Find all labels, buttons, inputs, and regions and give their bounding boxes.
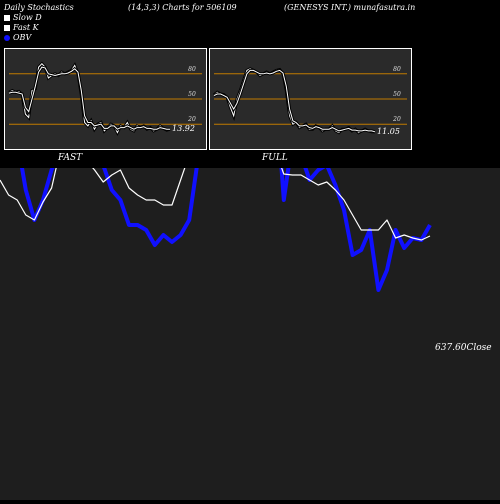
full-panel-title: FULL xyxy=(262,153,288,163)
chart-params: (14,3,3) Charts for 506109 xyxy=(128,3,237,12)
obv-close-svg xyxy=(0,48,432,292)
series-outline-slow-d xyxy=(8,65,170,132)
legend-slow-d: Slow D xyxy=(4,13,42,22)
legend-fast-k: Fast K xyxy=(4,23,39,32)
close-last-value: 637.60Close xyxy=(435,343,492,353)
chart-title: Daily Stochastics xyxy=(4,3,74,12)
legend-fast-k-swatch xyxy=(4,24,10,31)
legend-slow-d-label: Slow D xyxy=(13,13,42,22)
fast-stochastic-svg: 20 50 80 13.92 xyxy=(8,61,202,136)
series-line-slow-d xyxy=(8,66,170,130)
close-last-number: 637.60 xyxy=(435,343,467,353)
full-stochastic-svg: 20 50 80 11.05 xyxy=(213,66,407,136)
legend-obv-swatch xyxy=(4,34,10,41)
chart-company: (GENESYS INT.) munafasutra.in xyxy=(284,3,416,12)
level-label-20: 20 xyxy=(392,116,401,123)
legend-obv: OBV xyxy=(4,33,31,42)
fast-panel-title: FAST xyxy=(58,153,83,163)
obv-close-chart xyxy=(0,48,500,500)
level-label-80: 80 xyxy=(393,66,401,73)
level-label-50: 50 xyxy=(188,91,196,98)
last-value-label: 11.05 xyxy=(377,127,400,136)
legend-fast-k-label: Fast K xyxy=(13,23,39,32)
level-label-50: 50 xyxy=(393,91,401,98)
series-line-slow-d xyxy=(213,69,376,133)
level-label-20: 20 xyxy=(187,116,196,123)
close-last-label: Close xyxy=(466,343,492,353)
series-line-obv xyxy=(0,48,432,292)
last-value-label: 13.92 xyxy=(172,124,195,133)
full-stochastic-panel: 20 50 80 11.05 xyxy=(209,48,412,150)
legend-slow-d-swatch xyxy=(4,14,10,21)
legend-obv-label: OBV xyxy=(13,33,32,42)
series-line-close xyxy=(0,141,431,241)
fast-stochastic-panel: 20 50 80 13.92 xyxy=(4,48,207,150)
level-label-80: 80 xyxy=(188,66,196,73)
